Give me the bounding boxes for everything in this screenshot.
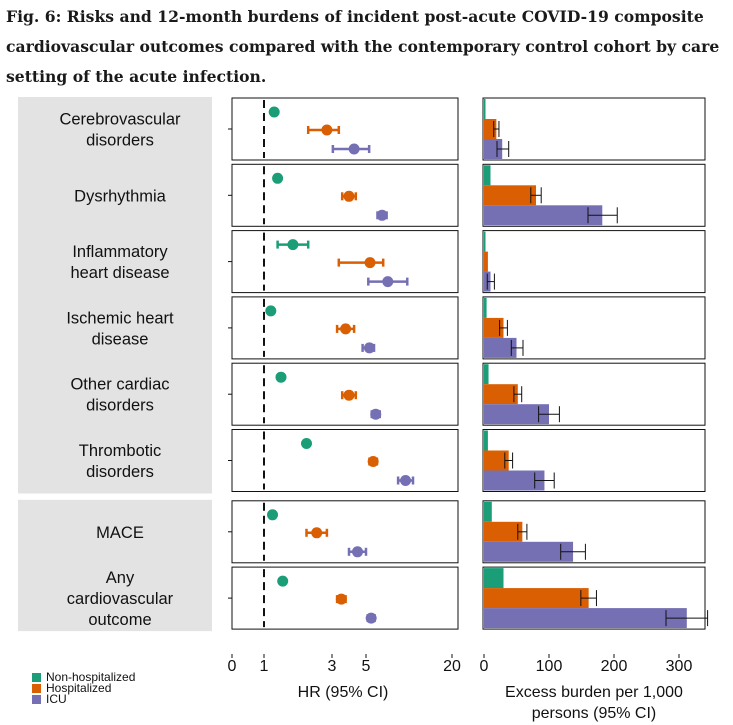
legend-label-hospitalized: Hospitalized: [46, 681, 112, 695]
burden-bar-hospitalized-2: [484, 251, 488, 272]
outcome-label-7-1: cardiovascular: [67, 590, 174, 608]
figure-title: Fig. 6: Risks and 12-month burdens of in…: [6, 7, 720, 86]
burden-bar-icu-4: [484, 404, 549, 425]
bar-panel-0: [482, 97, 706, 161]
hr-point-icu-5: [400, 475, 412, 486]
burden-bar-non-hospitalized-7: [484, 568, 504, 589]
burden-bar-non-hospitalized-6: [484, 501, 492, 522]
hr-point-non-hospitalized-6: [267, 509, 278, 521]
hr-point-non-hospitalized-5: [301, 438, 312, 449]
burden-bar-hospitalized-3: [484, 317, 504, 338]
bar-x-axis-label-line2: persons (95% CI): [532, 705, 657, 722]
outcome-label-3-1: disease: [92, 330, 149, 348]
hr-point-non-hospitalized-0: [268, 106, 280, 118]
label-panel-bottom: [18, 499, 212, 632]
burden-bar-hospitalized-6: [484, 521, 523, 542]
bar-panel-2: [482, 230, 706, 294]
bar-panel-1: [482, 163, 706, 227]
forest-panel-5: [231, 429, 459, 492]
hr-point-hospitalized-2: [364, 257, 376, 269]
forest-tick-label-3: 5: [362, 658, 371, 675]
hr-point-icu-2: [382, 276, 394, 288]
burden-bar-icu-5: [484, 470, 545, 491]
bar-tick-label-2: 200: [601, 658, 628, 675]
bar-panel-3: [482, 296, 706, 360]
outcome-label-7-2: outcome: [88, 611, 151, 629]
legend-item-icu: ICU: [32, 692, 135, 706]
burden-bar-hospitalized-1: [484, 185, 536, 206]
outcome-label-3-0: Ischemic heart: [66, 309, 174, 327]
hr-point-icu-0: [348, 143, 360, 155]
burden-bar-hospitalized-4: [484, 384, 518, 405]
hr-point-non-hospitalized-7: [277, 575, 289, 587]
burden-bar-non-hospitalized-3: [484, 297, 487, 318]
burden-bar-icu-1: [484, 205, 603, 226]
burden-bar-non-hospitalized-0: [484, 99, 486, 119]
burden-bar-icu-0: [484, 139, 503, 159]
hr-point-non-hospitalized-2: [287, 239, 299, 251]
outcome-label-1-0: Dysrhythmia: [74, 187, 167, 205]
outcome-label-5-1: disorders: [86, 463, 154, 481]
hr-point-hospitalized-1: [343, 190, 355, 202]
legend: Non-hospitalized Hospitalized ICU: [32, 670, 136, 706]
burden-bar-non-hospitalized-5: [484, 430, 488, 451]
burden-bar-icu-3: [484, 337, 517, 358]
bar-panel-5: [482, 429, 706, 492]
outcome-label-0-0: Cerebrovascular: [59, 111, 181, 129]
hr-point-icu-6: [352, 546, 363, 558]
legend-label-icu: ICU: [46, 692, 67, 706]
bar-tick-label-0: 0: [480, 658, 489, 675]
burden-bar-hospitalized-5: [484, 450, 509, 471]
forest-tick-label-4: 20: [443, 658, 461, 675]
hr-point-icu-1: [376, 209, 388, 221]
legend-swatch-non-hospitalized: [32, 673, 41, 682]
hr-point-icu-4: [370, 408, 382, 420]
bar-tick-label-1: 100: [536, 658, 563, 675]
forest-tick-label-1: 1: [260, 658, 269, 675]
legend-swatch-hospitalized: [32, 684, 41, 693]
burden-bar-icu-6: [484, 541, 574, 562]
legend-swatch-icu: [32, 695, 41, 704]
bar-panel-6: [482, 500, 706, 564]
burden-bar-non-hospitalized-2: [484, 231, 486, 252]
outcome-label-4-0: Other cardiac: [70, 376, 169, 394]
forest-panel-6: [231, 500, 459, 564]
forest-x-axis-label: HR (95% CI): [298, 684, 389, 701]
burden-bar-non-hospitalized-1: [484, 165, 491, 186]
hr-point-hospitalized-0: [321, 124, 333, 136]
bar-panel-4: [482, 362, 706, 426]
hr-point-non-hospitalized-4: [275, 371, 287, 383]
label-panel-top: [18, 97, 212, 494]
outcome-label-2-1: heart disease: [70, 264, 169, 282]
hr-point-non-hospitalized-1: [272, 172, 284, 184]
hr-point-hospitalized-3: [340, 323, 352, 335]
forest-tick-label-0: 0: [228, 658, 237, 675]
hr-point-icu-7: [365, 612, 377, 624]
outcome-label-4-1: disorders: [86, 397, 154, 415]
burden-bar-icu-7: [484, 608, 687, 629]
outcome-label-7-0: Any: [106, 569, 135, 587]
bar-tick-label-3: 300: [666, 658, 693, 675]
bar-x-axis-label-line1: Excess burden per 1,000: [505, 684, 683, 701]
hr-point-hospitalized-5: [367, 456, 379, 467]
hr-point-icu-3: [363, 342, 375, 354]
burden-bar-hospitalized-7: [484, 588, 589, 609]
hr-point-hospitalized-7: [335, 593, 347, 605]
burden-bar-non-hospitalized-4: [484, 364, 489, 385]
legend-item-non-hospitalized: Non-hospitalized: [32, 670, 136, 684]
outcome-label-0-1: disorders: [86, 132, 154, 150]
outcome-label-5-0: Thrombotic: [79, 442, 162, 460]
hr-point-hospitalized-6: [311, 527, 323, 539]
bar-panel-7: [482, 566, 706, 630]
hr-point-hospitalized-4: [343, 389, 355, 401]
legend-item-hospitalized: Hospitalized: [32, 681, 135, 695]
hr-point-non-hospitalized-3: [265, 305, 277, 317]
outcome-label-6-0: MACE: [96, 524, 144, 542]
outcome-label-2-0: Inflammatory: [72, 243, 168, 261]
forest-tick-label-2: 3: [328, 658, 337, 675]
legend-label-non-hospitalized: Non-hospitalized: [46, 670, 136, 684]
forest-panel-0: [231, 97, 459, 161]
